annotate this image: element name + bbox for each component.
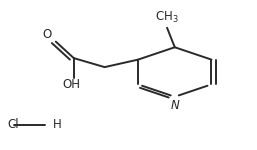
Text: CH$_3$: CH$_3$ xyxy=(155,10,179,26)
Text: H: H xyxy=(53,118,61,131)
Text: N: N xyxy=(170,99,179,112)
Text: O: O xyxy=(43,28,52,41)
Text: Cl: Cl xyxy=(8,118,19,131)
Text: OH: OH xyxy=(62,78,80,91)
